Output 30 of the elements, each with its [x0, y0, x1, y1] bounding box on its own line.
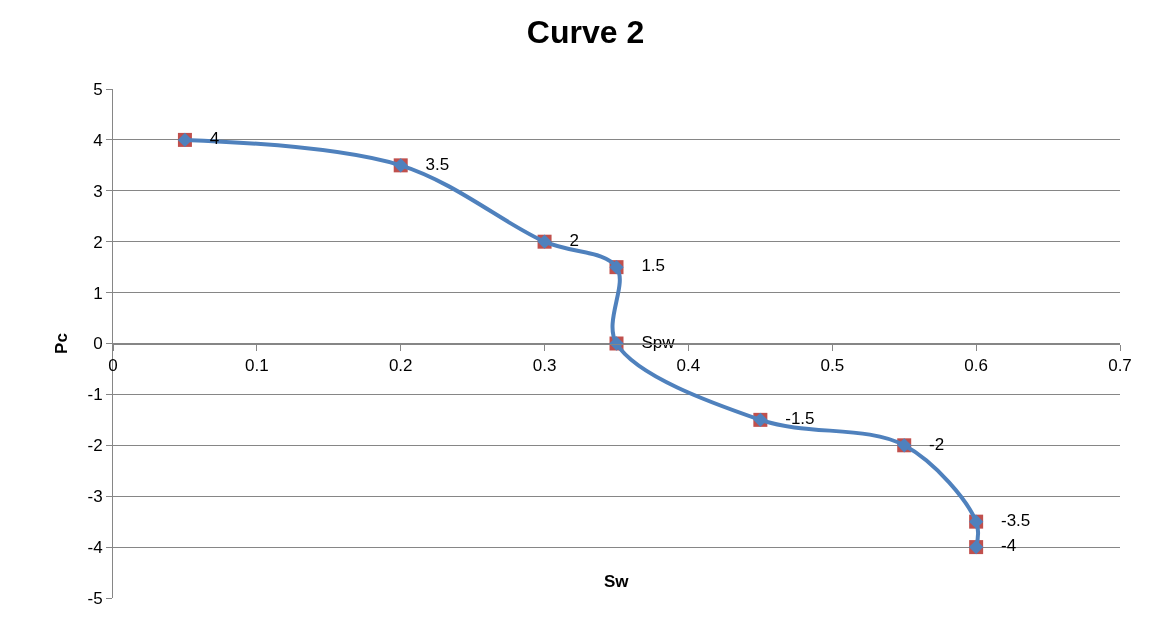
x-tick-label: 0.4	[676, 355, 701, 375]
x-tick-label: 0.2	[388, 355, 413, 375]
x-tick-label: 0.7	[1108, 355, 1132, 375]
data-label: 4	[192, 129, 220, 149]
chart-title: Curve 2	[526, 14, 645, 51]
y-tick-label: 4	[93, 130, 103, 150]
x-axis-title: Sw	[604, 572, 630, 591]
y-tick-label: -2	[87, 436, 103, 456]
data-label: -2	[912, 434, 945, 454]
data-label: 2	[552, 230, 579, 250]
y-tick-label: 5	[93, 79, 103, 99]
y-axis-title: Pc	[52, 333, 72, 354]
data-label: 1.5	[624, 256, 666, 276]
y-tick-label: -5	[87, 588, 103, 608]
x-tick-label: 0.3	[532, 355, 557, 375]
data-label: 3.5	[408, 154, 450, 174]
y-tick-label: 3	[93, 181, 103, 201]
x-tick-label: 0.1	[245, 355, 269, 375]
x-tick-label: 0.6	[964, 355, 988, 375]
y-tick-label: -3	[87, 487, 103, 507]
y-tick-label: 2	[93, 232, 103, 252]
y-tick-label: 0	[93, 334, 103, 354]
y-tick-label: -4	[87, 538, 103, 558]
data-label: -3.5	[984, 510, 1031, 530]
data-label: -1.5	[768, 409, 815, 429]
data-label: -4	[984, 536, 1017, 556]
y-tick-label: -1	[87, 385, 103, 405]
x-tick-label: 0.5	[820, 355, 845, 375]
y-tick-label: 1	[93, 283, 103, 303]
x-tick-label: 0	[108, 355, 118, 375]
